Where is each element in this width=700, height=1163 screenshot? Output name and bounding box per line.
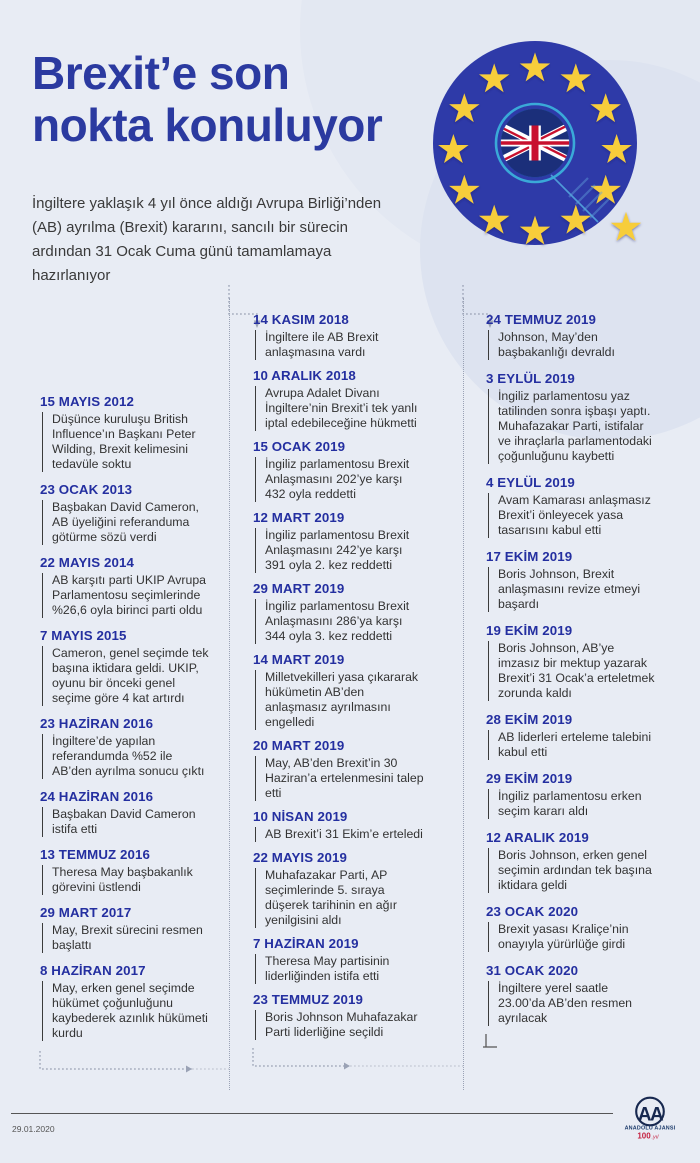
svg-text:AA: AA [638, 1105, 664, 1126]
svg-text:.yıl: .yıl [652, 1135, 660, 1141]
svg-text:100: 100 [637, 1132, 651, 1141]
